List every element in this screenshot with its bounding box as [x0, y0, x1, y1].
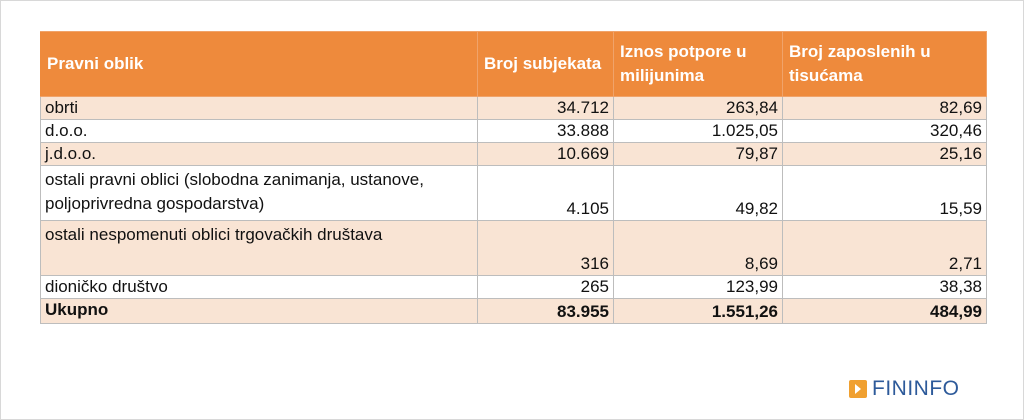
- iznos-potpore-cell: 8,69: [613, 220, 783, 276]
- table-row: d.o.o. 33.888 1.025,05 320,46: [40, 119, 987, 143]
- total-row: Ukupno 83.955 1.551,26 484,99: [40, 298, 987, 324]
- broj-zaposlenih-cell: 320,46: [782, 119, 987, 143]
- fininfo-logo: FININFO: [849, 377, 960, 401]
- row-label: d.o.o.: [40, 119, 478, 143]
- column-header-pravni-oblik: Pravni oblik: [40, 31, 478, 97]
- broj-subjekata-cell: 10.669: [477, 142, 614, 166]
- data-table: Pravni oblik Broj subjekata Iznos potpor…: [40, 31, 987, 324]
- column-header-broj-zaposlenih: Broj zaposlenih u tisućama: [782, 31, 987, 97]
- iznos-potpore-cell: 263,84: [613, 96, 783, 120]
- broj-zaposlenih-cell: 38,38: [782, 275, 987, 299]
- table-row: dioničko društvo 265 123,99 38,38: [40, 275, 987, 299]
- logo-text: FININFO: [872, 377, 960, 400]
- row-label: j.d.o.o.: [40, 142, 478, 166]
- broj-zaposlenih-cell: 25,16: [782, 142, 987, 166]
- row-label: dioničko društvo: [40, 275, 478, 299]
- row-label: ostali pravni oblici (slobodna zanimanja…: [40, 165, 478, 221]
- broj-zaposlenih-cell: 15,59: [782, 165, 987, 221]
- row-label: obrti: [40, 96, 478, 120]
- total-broj-zaposlenih: 484,99: [782, 298, 987, 324]
- broj-subjekata-cell: 34.712: [477, 96, 614, 120]
- iznos-potpore-cell: 49,82: [613, 165, 783, 221]
- column-header-iznos-potpore: Iznos potpore u milijunima: [613, 31, 783, 97]
- broj-subjekata-cell: 316: [477, 220, 614, 276]
- column-header-broj-subjekata: Broj subjekata: [477, 31, 614, 97]
- table-row: j.d.o.o. 10.669 79,87 25,16: [40, 142, 987, 166]
- table-row: ostali nespomenuti oblici trgovačkih dru…: [40, 220, 987, 276]
- row-label: ostali nespomenuti oblici trgovačkih dru…: [40, 220, 478, 276]
- total-label: Ukupno: [40, 298, 478, 324]
- play-arrow-icon: [849, 380, 867, 398]
- table-row: ostali pravni oblici (slobodna zanimanja…: [40, 165, 987, 221]
- broj-subjekata-cell: 33.888: [477, 119, 614, 143]
- broj-subjekata-cell: 265: [477, 275, 614, 299]
- broj-subjekata-cell: 4.105: [477, 165, 614, 221]
- broj-zaposlenih-cell: 82,69: [782, 96, 987, 120]
- total-broj-subjekata: 83.955: [477, 298, 614, 324]
- broj-zaposlenih-cell: 2,71: [782, 220, 987, 276]
- iznos-potpore-cell: 123,99: [613, 275, 783, 299]
- table-row: obrti 34.712 263,84 82,69: [40, 96, 987, 120]
- iznos-potpore-cell: 1.025,05: [613, 119, 783, 143]
- table-header-row: Pravni oblik Broj subjekata Iznos potpor…: [40, 31, 987, 97]
- total-iznos-potpore: 1.551,26: [613, 298, 783, 324]
- iznos-potpore-cell: 79,87: [613, 142, 783, 166]
